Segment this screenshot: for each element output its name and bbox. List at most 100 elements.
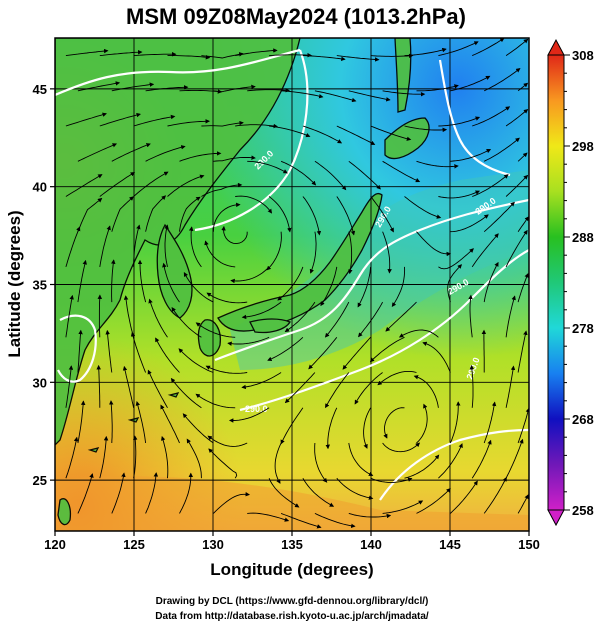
streamline [517, 407, 529, 444]
streamline [449, 401, 461, 444]
streamline [171, 306, 202, 338]
streamline [505, 295, 516, 338]
credit-data: Data from http://database.rish.kyoto-u.a… [155, 611, 429, 622]
streamline [382, 90, 426, 97]
isotherm-line [214, 198, 529, 362]
streamline [228, 407, 270, 423]
streamline [110, 259, 116, 303]
streamline [447, 264, 463, 303]
streamline [247, 512, 290, 522]
streamline [505, 174, 529, 197]
streamline [145, 145, 186, 162]
streamline [302, 55, 346, 62]
streamline [247, 87, 290, 93]
streamline [206, 292, 248, 304]
streamline [133, 224, 141, 267]
streamline [135, 401, 147, 444]
colorbar-label: 308 [572, 48, 594, 63]
asia-mainland [55, 38, 301, 446]
streamline [450, 149, 492, 162]
x-axis-label: Longitude (degrees) [210, 560, 373, 579]
streamline [468, 294, 473, 338]
isotherm-line [55, 48, 301, 97]
x-tick-label: 145 [439, 537, 461, 552]
streamline [324, 301, 350, 338]
streamline [314, 160, 347, 191]
streamline [161, 435, 169, 479]
streamline [280, 160, 317, 186]
streamline [133, 51, 177, 57]
streamline [320, 266, 338, 307]
y-tick-label: 25 [33, 473, 47, 488]
streamline [348, 160, 381, 190]
streamline [133, 114, 176, 127]
streamline [122, 365, 135, 408]
streamline [65, 226, 81, 268]
streamline [382, 500, 424, 514]
streamline [183, 272, 214, 303]
streamline [505, 365, 516, 408]
streamline [416, 231, 452, 257]
streamline [357, 266, 372, 308]
streamlines [65, 38, 529, 529]
streamline [369, 336, 405, 363]
streamline [65, 112, 107, 127]
streamline [472, 106, 511, 127]
streamline [99, 112, 141, 127]
streamline [162, 262, 180, 303]
x-tick-label: 130 [202, 537, 224, 552]
streamline [484, 68, 521, 92]
streamline [145, 472, 159, 514]
streamline [130, 331, 147, 373]
streamline [404, 125, 448, 133]
streamline [108, 400, 114, 444]
streamline [370, 196, 394, 233]
streamline [302, 125, 343, 144]
streamline [325, 407, 338, 450]
streamline [505, 109, 529, 127]
streamline [382, 160, 421, 183]
streamline [65, 174, 103, 197]
streamline [201, 182, 243, 197]
streamline [517, 152, 528, 162]
streamline [342, 336, 371, 370]
streamline [77, 473, 94, 514]
streamline [302, 477, 335, 507]
streamline [170, 377, 202, 409]
streamline [413, 375, 439, 408]
streamline [517, 494, 529, 514]
x-tick-label: 150 [518, 537, 540, 552]
streamline [111, 143, 151, 162]
streamline [147, 369, 168, 409]
streamline [235, 48, 278, 57]
japan-shikoku [249, 318, 291, 334]
y-tick-label: 35 [33, 278, 47, 293]
plot-area: 290.0 290.0 290.0 290.0 290.0 290.0 [55, 38, 529, 531]
streamline [416, 487, 451, 514]
streamline [167, 55, 211, 60]
streamline [416, 84, 459, 92]
streamline [241, 372, 282, 390]
streamline [111, 472, 126, 514]
cool-band-japan [230, 170, 529, 370]
streamline [309, 231, 317, 274]
streamline [65, 294, 74, 338]
streamline [99, 172, 136, 197]
streamline [160, 404, 180, 444]
streamline [471, 439, 492, 479]
streamline [266, 231, 282, 271]
streamline [155, 337, 180, 373]
streamline [438, 190, 481, 199]
streamline [201, 52, 244, 59]
japan-kyushu [197, 319, 221, 357]
streamline [65, 48, 109, 57]
streamline [483, 261, 499, 303]
streamline [391, 266, 406, 308]
streamline [398, 329, 439, 338]
streamline [145, 195, 167, 232]
streamline [438, 41, 479, 57]
streamline [213, 84, 256, 93]
streamline [348, 442, 374, 476]
colorbar-label: 258 [572, 503, 594, 518]
